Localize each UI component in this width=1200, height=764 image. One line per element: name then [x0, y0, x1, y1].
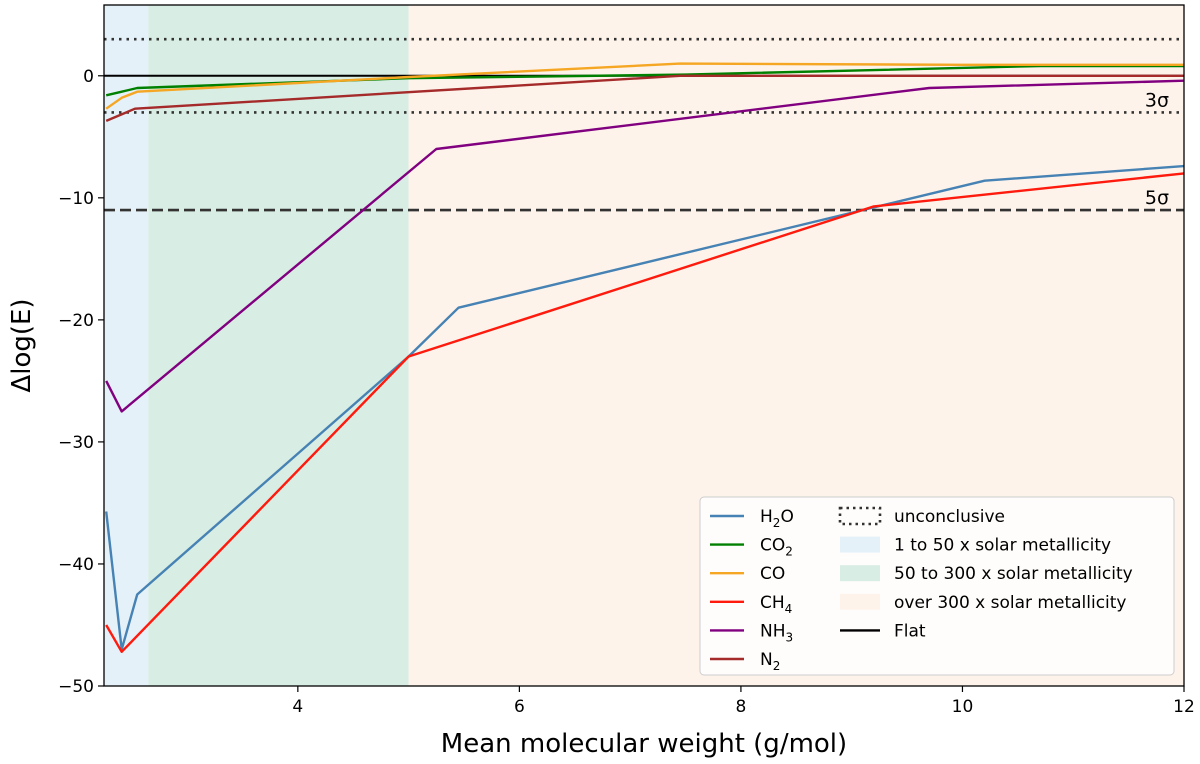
legend-item-unconclusive[interactable]: unconclusive — [838, 506, 1005, 527]
legend-label: Flat — [894, 621, 926, 641]
legend-item-h2o[interactable]: H2O — [710, 507, 794, 530]
y-tick-label: −20 — [58, 311, 94, 331]
legend[interactable]: H2O CO2 CO CH4 NH3 N2 unconclusive 1 to 50 x so… — [699, 496, 1175, 676]
legend-label: 1 to 50 x solar metallicity — [894, 536, 1111, 556]
y-tick-label: 0 — [83, 67, 94, 87]
legend-label: over 300 x solar metallicity — [894, 593, 1127, 613]
legend-box — [699, 496, 1175, 676]
x-tick-label: 6 — [514, 697, 525, 717]
sigma-labels: 3σ 5σ — [1145, 89, 1169, 209]
legend-label: CO2 — [760, 536, 793, 559]
legend-label: 50 to 300 x solar metallicity — [894, 564, 1133, 584]
x-axis-ticks: 4 6 8 10 12 — [292, 686, 1195, 717]
series-line-co — [105, 62, 1184, 110]
legend-item-ch4[interactable]: CH4 — [710, 593, 792, 616]
y-tick-label: −50 — [58, 677, 94, 697]
legend-label: NH3 — [760, 621, 793, 644]
legend-item-50-to-300-x-solar-metallicity[interactable]: 50 to 300 x solar metallicity — [840, 564, 1133, 584]
legend-swatch — [838, 506, 882, 526]
legend-swatch — [840, 536, 880, 553]
series-line-n2 — [105, 74, 1184, 123]
y-tick-label: −30 — [58, 433, 94, 453]
legend-item-flat[interactable]: Flat — [840, 621, 926, 641]
region-50-to-300-x-solar-metallicity — [148, 5, 409, 686]
legend-label: unconclusive — [894, 507, 1005, 527]
x-tick-label: 12 — [1173, 697, 1195, 717]
y-axis-ticks: 0 −10 −20 −30 −40 −50 — [58, 67, 104, 697]
label-5sigma: 5σ — [1145, 187, 1169, 209]
legend-swatch — [840, 565, 880, 582]
legend-item-co[interactable]: CO — [710, 564, 785, 584]
x-tick-label: 10 — [952, 697, 974, 717]
plot-frame — [103, 4, 1185, 687]
legend-item-nh3[interactable]: NH3 — [710, 621, 793, 644]
series-line-nh3 — [105, 79, 1184, 413]
x-tick-label: 8 — [736, 697, 747, 717]
legend-item-n2[interactable]: N2 — [710, 650, 780, 673]
legend-label: CH4 — [760, 593, 792, 616]
legend-item-over-300-x-solar-metallicity[interactable]: over 300 x solar metallicity — [840, 593, 1127, 613]
x-tick-label: 4 — [292, 697, 303, 717]
legend-label: H2O — [760, 507, 794, 530]
legend-label: N2 — [760, 650, 780, 673]
y-tick-label: −40 — [58, 555, 94, 575]
legend-label: CO — [760, 564, 785, 584]
data-series — [105, 62, 1184, 653]
legend-swatch — [840, 593, 880, 610]
y-axis-title: Δlog(E) — [7, 298, 37, 392]
series-line-ch4 — [105, 172, 1184, 653]
legend-item-co2[interactable]: CO2 — [710, 536, 793, 559]
y-tick-label: −10 — [58, 189, 94, 209]
x-axis-title: Mean molecular weight (g/mol) — [441, 729, 847, 759]
label-3sigma: 3σ — [1145, 89, 1169, 111]
legend-item-1-to-50-x-solar-metallicity[interactable]: 1 to 50 x solar metallicity — [840, 536, 1111, 556]
